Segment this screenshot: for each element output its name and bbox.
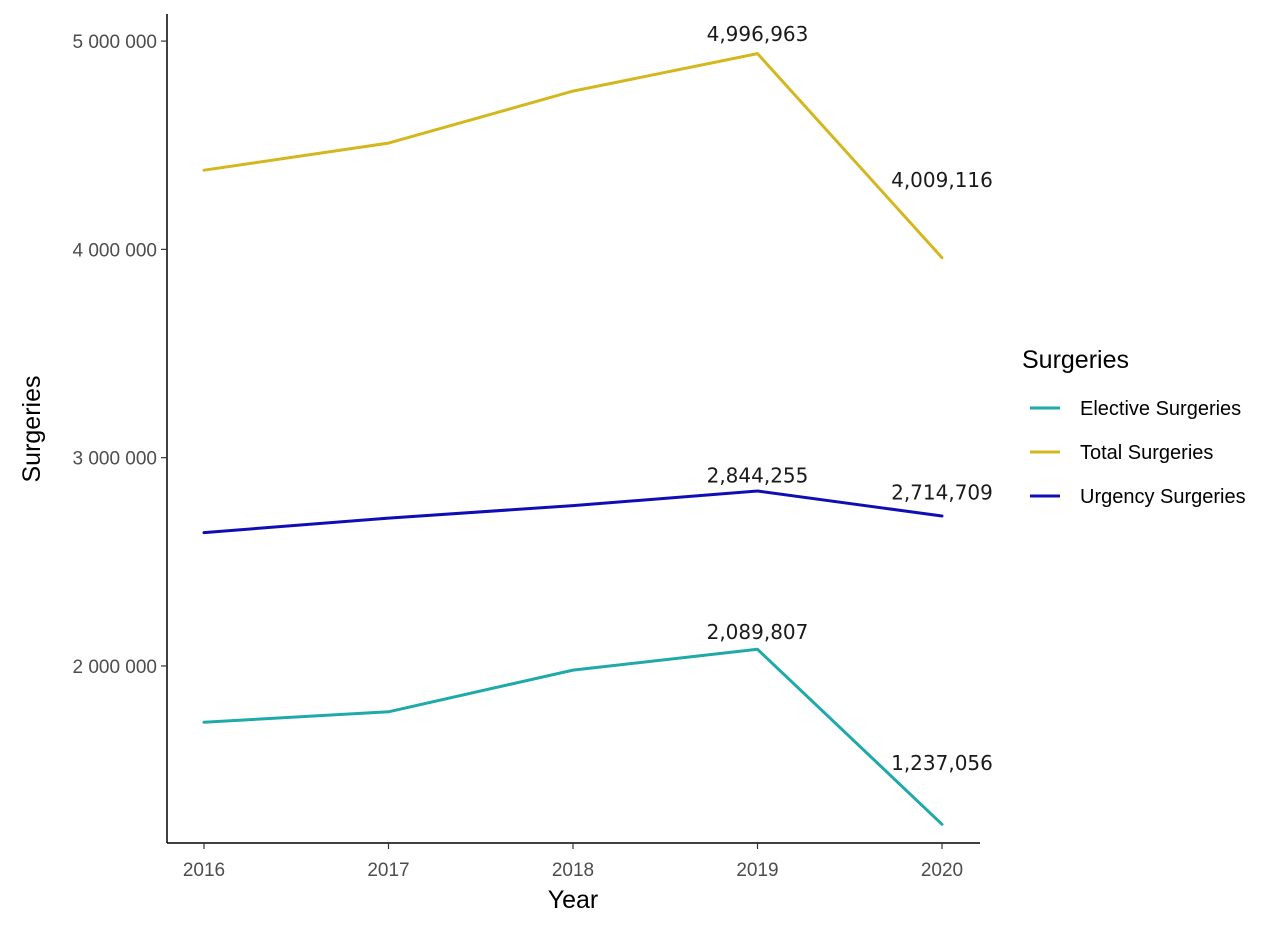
data-label: 4,996,963	[707, 22, 809, 46]
data-labels: 4,996,963 4,009,116 2,844,255 2,714,709 2,08…	[707, 22, 993, 775]
x-ticks: 2016 2017 2018 2019 2020	[183, 843, 963, 881]
x-tick-label: 2020	[921, 860, 963, 881]
y-ticks: 2 000 000 3 000 000 4 000 000 5 000 000	[72, 32, 167, 678]
x-tick-label: 2017	[367, 860, 409, 881]
legend-items: Elective Surgeries Total Surgeries Urgency…	[1030, 398, 1246, 508]
x-tick-label: 2019	[736, 860, 778, 881]
series-line	[202, 52, 944, 260]
legend-label: Elective Surgeries	[1080, 398, 1241, 420]
series-lines	[202, 52, 944, 826]
legend: Surgeries Elective Surgeries Total Surger…	[1022, 346, 1246, 508]
y-tick-label: 4 000 000	[72, 240, 157, 261]
data-label: 2,089,807	[707, 620, 809, 644]
data-label: 4,009,116	[891, 168, 993, 192]
legend-title: Surgeries	[1022, 346, 1129, 374]
legend-label: Urgency Surgeries	[1080, 486, 1246, 508]
data-label: 2,714,709	[891, 480, 993, 504]
legend-label: Total Surgeries	[1080, 442, 1213, 464]
data-label: 1,237,056	[891, 751, 993, 775]
y-tick-label: 2 000 000	[72, 657, 157, 678]
data-label: 2,844,255	[707, 464, 809, 488]
x-axis-title: Year	[548, 886, 599, 914]
series-line	[202, 489, 944, 535]
series-line	[202, 647, 944, 826]
y-axis-title: Surgeries	[18, 376, 46, 483]
y-tick-label: 3 000 000	[72, 449, 157, 470]
x-tick-label: 2018	[552, 860, 594, 881]
x-tick-label: 2016	[183, 860, 225, 881]
y-tick-label: 5 000 000	[72, 32, 157, 53]
